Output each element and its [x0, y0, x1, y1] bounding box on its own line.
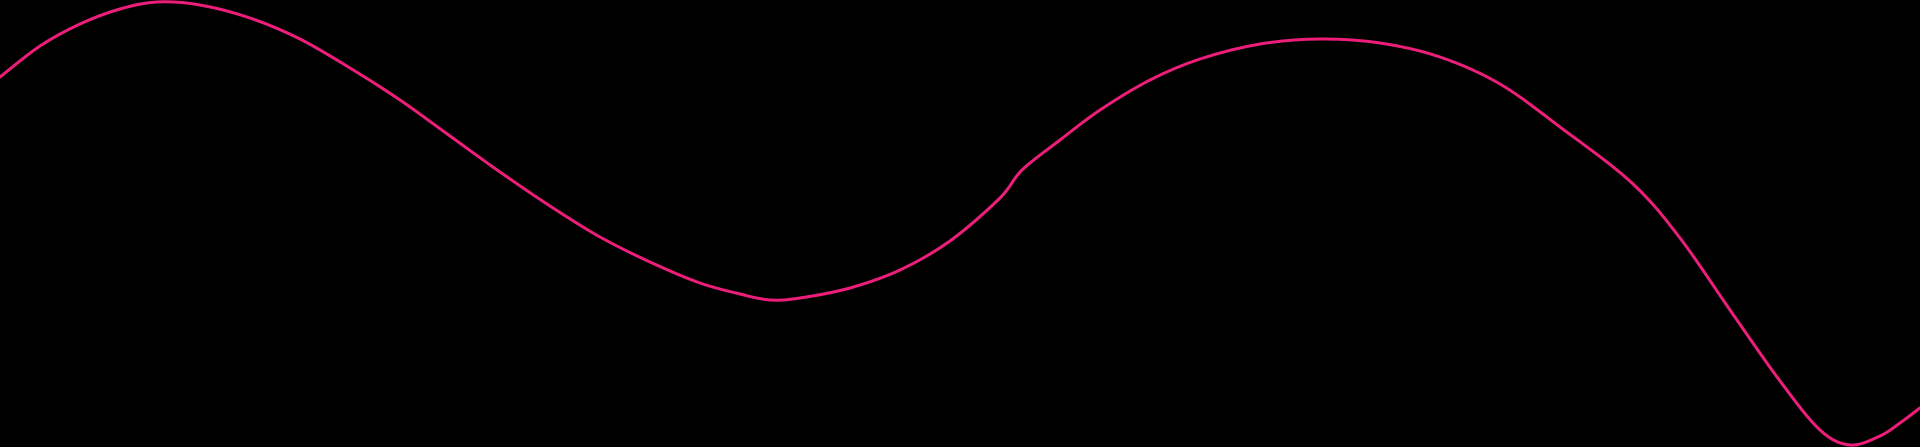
sine-wave-chart	[0, 0, 1920, 447]
chart-canvas	[0, 0, 1920, 447]
chart-background	[0, 0, 1920, 447]
line-series-sine-wave	[0, 0, 1920, 447]
